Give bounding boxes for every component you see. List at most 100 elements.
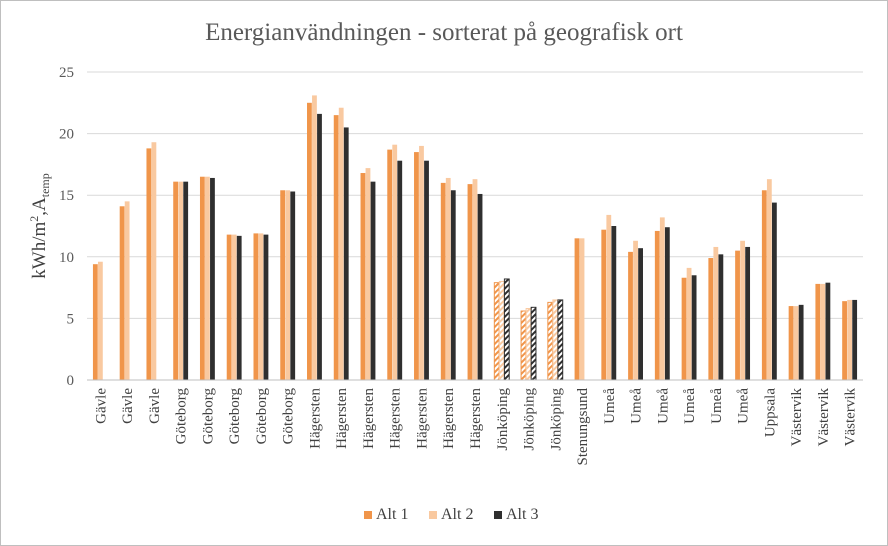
bar-alt-1 [440, 182, 446, 380]
legend-swatch [429, 511, 437, 519]
y-axis-ticks: 0 5 10 15 20 25 [59, 65, 74, 389]
bar-alt-1 [253, 233, 259, 380]
bar-alt-3 [370, 181, 376, 380]
bar-alt-2 [445, 177, 451, 380]
bar-alt-2 [740, 240, 745, 380]
x-axis-categories: Gävle Gävle Gävle Göteborg Göteborg Göteborg G… [93, 388, 858, 466]
x-category-label: Jönköping [548, 388, 564, 451]
bar-alt-1 [547, 301, 554, 381]
x-category-label: Hägersten [307, 388, 323, 449]
bar-alt-2 [392, 144, 398, 380]
bar-alt-1 [467, 184, 473, 380]
bar-alt-2 [793, 306, 799, 380]
bar-alt-3 [477, 193, 483, 380]
bar-alt-1 [601, 229, 607, 380]
bar-alt-1 [333, 115, 339, 381]
bar-alt-3 [530, 306, 537, 381]
x-category-label: Hägersten [414, 388, 430, 449]
x-category-label: Uppsala [762, 388, 778, 437]
bar-alt-3 [825, 282, 831, 380]
y-tick-label: 5 [67, 311, 75, 327]
bar-alt-3 [771, 202, 777, 380]
bar-alt-2 [205, 176, 210, 380]
bar-alt-1 [119, 206, 125, 380]
bar-alt-1 [360, 173, 366, 380]
chart-title: Energianvändningen - sorterat på geograf… [205, 19, 683, 46]
x-category-label: Umeå [709, 388, 725, 424]
x-category-label: Hägersten [468, 388, 484, 449]
x-category-label: Göteborg [174, 388, 190, 445]
bar-alt-1 [520, 310, 527, 381]
y-axis-label: kWh/m2,Atemp [27, 173, 52, 278]
x-category-label: Umeå [682, 388, 698, 424]
bar-alt-1 [146, 148, 152, 380]
bar-alt-2 [820, 283, 826, 380]
x-category-label: Göteborg [200, 388, 216, 445]
bar-alt-1 [628, 251, 633, 380]
y-tick-label: 0 [67, 373, 75, 389]
x-category-label: Hägersten [361, 388, 377, 449]
bar-alt-3 [664, 227, 670, 380]
bar-alt-2 [498, 280, 505, 381]
bar-alt-1 [681, 277, 687, 380]
bar-alt-3 [745, 246, 751, 380]
bar-alt-1 [199, 176, 205, 380]
bar-alt-2 [312, 95, 317, 380]
y-axis-label-sup: 2 [27, 216, 41, 222]
x-category-label: Gävle [147, 388, 163, 424]
bar-alt-3 [210, 177, 215, 380]
x-category-label: Umeå [655, 388, 671, 424]
bar-alt-2 [338, 107, 344, 380]
bar-alt-1 [307, 102, 312, 381]
bar-alt-2 [365, 168, 371, 380]
bar-alt-2 [178, 181, 184, 380]
x-category-label: Jönköping [495, 388, 511, 451]
bar-alt-3 [852, 299, 858, 380]
bar-alt-2 [97, 261, 103, 380]
bar-alt-1 [226, 234, 232, 380]
x-category-label: Gävle [93, 388, 109, 424]
bar-alt-2 [419, 145, 424, 380]
bar-alt-1 [815, 283, 821, 380]
legend-label: Alt 2 [441, 506, 473, 523]
y-tick-label: 10 [59, 250, 74, 266]
y-tick-label: 15 [59, 188, 74, 204]
bar-alt-1 [574, 238, 580, 380]
legend-swatch [494, 511, 502, 519]
bar-alt-1 [735, 250, 740, 380]
bar-alt-1 [173, 181, 179, 380]
bar-alt-2 [579, 238, 585, 380]
bar-alt-2 [606, 214, 612, 380]
bars [92, 95, 858, 381]
bar-alt-3 [503, 278, 510, 381]
bar-alt-3 [236, 235, 242, 380]
bar-alt-3 [557, 299, 564, 381]
bar-alt-1 [280, 190, 286, 380]
bar-alt-3 [611, 226, 617, 380]
x-category-label: Gävle [120, 388, 136, 424]
bar-alt-2 [124, 201, 130, 380]
x-category-label: Västervik [789, 388, 805, 447]
bar-alt-2 [766, 179, 772, 380]
bar-alt-2 [552, 299, 559, 381]
x-category-label: Hägersten [388, 388, 404, 449]
y-axis-label-mid: ,A [29, 197, 50, 216]
legend-label: Alt 3 [506, 506, 538, 523]
legend-swatch [364, 511, 372, 519]
bar-alt-2 [633, 240, 638, 380]
x-category-label: Umeå [629, 388, 645, 424]
bar-alt-3 [450, 190, 456, 380]
y-tick-label: 20 [59, 127, 74, 143]
bar-alt-3 [397, 160, 403, 380]
bar-alt-1 [788, 306, 794, 380]
y-axis-label-sub: temp [38, 173, 52, 197]
x-category-label: Göteborg [281, 388, 297, 445]
bar-alt-2 [472, 179, 478, 380]
bar-alt-2 [258, 233, 264, 380]
bar-alt-3 [183, 181, 189, 380]
x-category-label: Jönköping [522, 388, 538, 451]
x-category-label: Hägersten [334, 388, 350, 449]
bar-alt-3 [691, 275, 697, 380]
bar-alt-1 [708, 258, 714, 380]
x-category-label: Västervik [843, 388, 859, 447]
